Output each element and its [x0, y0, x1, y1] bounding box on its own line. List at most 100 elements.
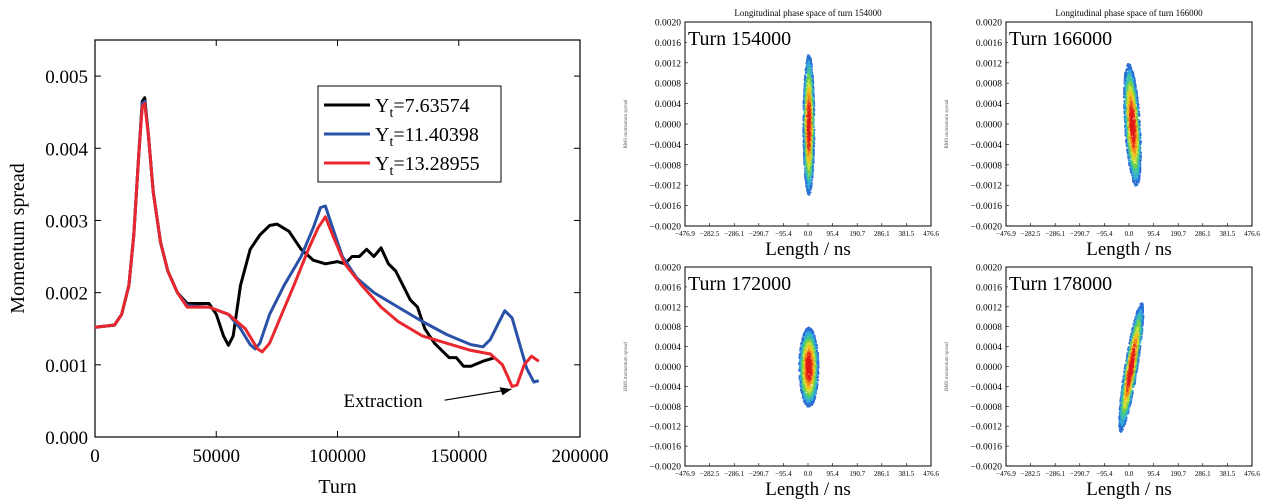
- particle: [1132, 79, 1135, 82]
- particle: [1128, 134, 1130, 137]
- particle: [799, 352, 802, 355]
- panel-turn-label: Turn 154000: [688, 28, 791, 50]
- particle: [808, 120, 811, 123]
- particle: [812, 395, 814, 398]
- particle: [807, 146, 810, 149]
- particle: [807, 143, 810, 146]
- particle: [806, 353, 809, 356]
- particle: [1126, 72, 1129, 75]
- particle: [1130, 171, 1132, 173]
- panel-x-tick-label: −286.1: [724, 230, 744, 238]
- panel-x-tick-label: 190.7: [1170, 230, 1186, 238]
- particle: [809, 125, 812, 128]
- particle: [807, 73, 810, 76]
- particle: [803, 134, 806, 136]
- particle: [1136, 146, 1139, 149]
- particle: [1127, 139, 1130, 141]
- particle: [1134, 87, 1137, 90]
- particle: [1135, 122, 1138, 124]
- particle: [803, 155, 806, 158]
- particle: [807, 64, 810, 67]
- particle: [802, 146, 805, 149]
- particle: [1126, 68, 1129, 70]
- particle: [1136, 115, 1139, 118]
- particle: [809, 75, 812, 77]
- particle: [803, 110, 806, 113]
- particle: [806, 119, 809, 122]
- particle: [1129, 138, 1132, 140]
- particle: [805, 112, 807, 114]
- particle: [806, 116, 808, 118]
- particle: [1138, 113, 1140, 116]
- panel-x-tick-label: −290.7: [749, 470, 769, 478]
- particle: [809, 380, 812, 383]
- particle: [808, 143, 811, 146]
- particle: [804, 179, 807, 182]
- particle: [807, 115, 810, 117]
- particle: [1130, 169, 1132, 171]
- particle: [807, 95, 809, 98]
- particle: [808, 376, 810, 379]
- particle: [803, 145, 806, 148]
- particle: [1135, 108, 1138, 111]
- panel-y-tick-label: −0.0020: [650, 223, 682, 233]
- particle: [1135, 119, 1138, 122]
- particle: [813, 118, 815, 121]
- particle: [812, 82, 815, 85]
- particle: [804, 122, 807, 124]
- particle: [1124, 75, 1126, 77]
- particle: [1130, 139, 1132, 142]
- particle: [1138, 151, 1141, 153]
- particle: [807, 54, 810, 57]
- x-axis-label: Turn: [318, 476, 356, 498]
- particle: [1127, 131, 1130, 133]
- particle: [803, 106, 805, 108]
- particle: [803, 373, 806, 375]
- particle: [816, 383, 819, 386]
- particle: [1131, 94, 1134, 97]
- particle: [804, 338, 807, 341]
- particle: [1130, 101, 1133, 104]
- particle: [805, 165, 808, 168]
- bunch-particles: [802, 54, 816, 196]
- particle: [1136, 172, 1138, 175]
- particle: [1138, 160, 1141, 163]
- particle: [1133, 172, 1136, 175]
- particle: [1128, 154, 1131, 156]
- particle: [1130, 99, 1133, 101]
- particle: [806, 121, 809, 123]
- particle: [812, 140, 815, 142]
- particle: [808, 131, 810, 134]
- particle: [1132, 100, 1135, 102]
- panel-x-tick-label: −476.9: [996, 230, 1016, 238]
- particle: [1132, 150, 1135, 152]
- particle: [1128, 129, 1130, 132]
- panel-y-tick-label: −0.0008: [650, 161, 682, 171]
- particle: [1128, 101, 1131, 103]
- particle: [804, 97, 807, 100]
- particle: [813, 113, 815, 115]
- particle: [804, 89, 807, 92]
- particle: [805, 156, 808, 158]
- particle: [808, 382, 810, 385]
- particle: [807, 165, 810, 168]
- particle: [1130, 128, 1132, 131]
- particle: [1128, 95, 1131, 97]
- particle: [803, 91, 806, 94]
- y-tick-label: 0.003: [45, 211, 88, 232]
- panel-y-tick-label: 0.0020: [655, 19, 681, 29]
- particle: [1138, 137, 1141, 140]
- particle: [1127, 136, 1129, 139]
- particle: [810, 88, 812, 91]
- particle: [805, 113, 808, 115]
- particle: [1140, 152, 1142, 154]
- particle: [1138, 110, 1141, 113]
- panel-y-tick-label: 0.0004: [976, 100, 1002, 110]
- particle: [1128, 85, 1130, 87]
- particle: [1130, 117, 1132, 120]
- particle: [803, 131, 806, 133]
- particle: [812, 115, 815, 117]
- particle: [808, 351, 811, 354]
- particle: [811, 133, 813, 136]
